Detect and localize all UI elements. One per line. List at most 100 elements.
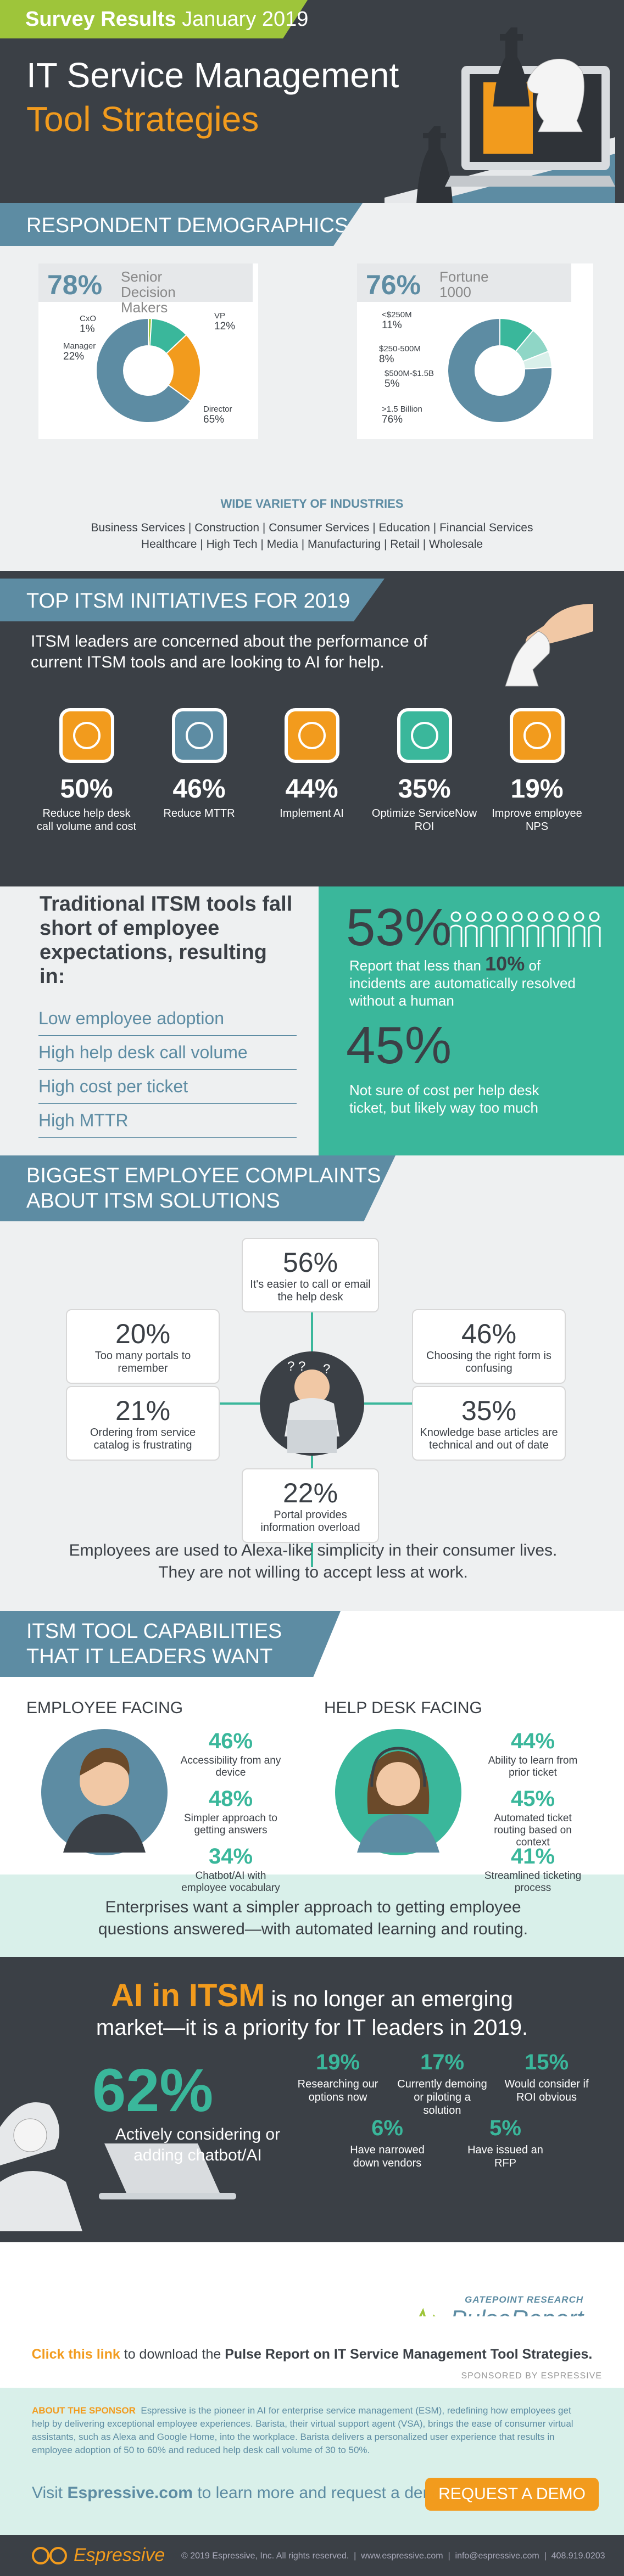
initiative-icon xyxy=(172,708,227,763)
initiative-icon xyxy=(397,708,452,763)
sponsor-text: ABOUT THE SPONSOR Espressive is the pion… xyxy=(32,2405,573,2455)
complaint-card: 21% Ordering from service catalog is frus… xyxy=(66,1386,220,1461)
initiative-label: Improve employee NPS xyxy=(492,807,582,833)
capability-pct: 45% xyxy=(510,1787,555,1811)
helpdesk-facing-title: HELP DESK FACING xyxy=(324,1699,482,1717)
consequence-item: High MTTR xyxy=(38,1104,297,1138)
svg-text:?: ? xyxy=(323,1362,330,1377)
espressive-logo-icon xyxy=(32,2547,67,2564)
initiative-label: Reduce help desk call volume and cost xyxy=(36,807,137,833)
complaint-label: It's easier to call or email the help de… xyxy=(250,1278,371,1303)
capabilities-heading: ITSM TOOL CAPABILITIES THAT IT LEADERS WA… xyxy=(26,1620,282,1668)
capability-label: Ability to learn from prior ticket xyxy=(488,1755,578,1778)
slice-label: $250-500M xyxy=(379,344,421,353)
complaint-card: 56% It's easier to call or email the help… xyxy=(242,1238,379,1312)
complaint-card: 22% Portal provides information overload xyxy=(242,1468,379,1543)
survey-date: January 2019 xyxy=(182,8,309,31)
initiative-icon xyxy=(510,708,565,763)
robot-laptop-illustration xyxy=(0,2102,236,2231)
espressive-site-link[interactable]: Espressive.com xyxy=(67,2484,193,2502)
employee-facing-title: EMPLOYEE FACING xyxy=(26,1699,183,1717)
complaints-footer: Employees are used to Alexa-like simplic… xyxy=(69,1541,558,1581)
capability-pct: 44% xyxy=(510,1729,555,1753)
senior-big-pct: 78% xyxy=(47,270,103,300)
complaint-label: Choosing the right form is confusing xyxy=(426,1350,551,1374)
slice-label: Director xyxy=(203,405,232,414)
slice-value: 1% xyxy=(80,323,95,335)
ai-stat-pct: 19% xyxy=(315,2050,360,2074)
initiatives-section: TOP ITSM INITIATIVES FOR 2019 ITSM leade… xyxy=(0,571,624,886)
download-section: Click this link to download the Pulse Re… xyxy=(0,2316,624,2388)
ai-stat-label: Have issued an RFP xyxy=(467,2144,543,2169)
header-section: Survey Results January 2019 IT Service M… xyxy=(0,0,624,203)
industries-line2: Healthcare | High Tech | Media | Manufac… xyxy=(141,538,483,551)
stat-53-text: Report that less than 10% of incidents a… xyxy=(349,952,576,1009)
industries-heading: WIDE VARIETY OF INDUSTRIES xyxy=(220,497,404,510)
initiatives-intro: ITSM leaders are concerned about the per… xyxy=(31,632,428,671)
page-title: IT Service Management xyxy=(26,55,399,95)
slice-value: 12% xyxy=(214,321,235,332)
initiative-label: Implement AI xyxy=(280,807,344,820)
frustrated-user-illustration: ? ?? xyxy=(260,1351,364,1456)
chess-laptop-illustration xyxy=(385,27,615,203)
sponsor-section: ABOUT THE SPONSOR Espressive is the pion… xyxy=(0,2388,624,2535)
initiative-pct: 35% xyxy=(398,775,451,804)
ai-stat-pct: 17% xyxy=(420,2050,465,2074)
footer: Espressive © 2019 Espressive, Inc. All r… xyxy=(0,2535,624,2576)
demographics-heading: RESPONDENT DEMOGRAPHICS xyxy=(26,214,349,237)
slice-value: 76% xyxy=(382,414,403,425)
ai-stat-label: Have narrowed down vendors xyxy=(350,2144,425,2169)
ai-stat-pct: 5% xyxy=(489,2116,521,2140)
visit-line: Visit Espressive.com to learn more and r… xyxy=(32,2484,450,2502)
download-link[interactable]: Click this link xyxy=(31,2347,120,2362)
slice-value: 65% xyxy=(203,414,224,425)
complaint-label: Too many portals to remember xyxy=(94,1350,191,1374)
complaint-card: 20% Too many portals to remember xyxy=(66,1309,220,1384)
initiative-pct: 46% xyxy=(172,775,226,804)
capabilities-footer: Enterprises want a simpler approach to g… xyxy=(98,1898,528,1938)
donut-slice xyxy=(96,317,192,423)
complaints-section: BIGGEST EMPLOYEE COMPLAINTS ABOUT ITSM SO… xyxy=(0,1155,624,1611)
request-demo-button[interactable]: REQUEST A DEMO xyxy=(425,2478,599,2511)
senior-caption: Senior Decision Makers xyxy=(121,268,176,316)
ai-stat-label: Currently demoing or piloting a solution xyxy=(397,2078,487,2117)
complaint-pct: 20% xyxy=(115,1318,171,1349)
initiative-icon xyxy=(59,708,114,763)
demographics-section: RESPONDENT DEMOGRAPHICS 78% Senior Decis… xyxy=(0,203,624,571)
complaint-pct: 46% xyxy=(461,1318,517,1349)
capability-label: Simpler approach to getting answers xyxy=(183,1812,278,1836)
slice-value: 11% xyxy=(382,319,402,331)
page-subtitle: Tool Strategies xyxy=(26,99,259,139)
ai-title: AI in ITSM is no longer an emerging marke… xyxy=(96,1978,528,2040)
donut-slice xyxy=(447,317,553,423)
stat-45-text: Not sure of cost per help desk ticket, b… xyxy=(349,1082,539,1116)
ai-big-label: Actively considering or adding chatbot/A… xyxy=(115,2125,281,2164)
capability-label: Streamlined ticketing process xyxy=(484,1870,582,1894)
slice-label: Manager xyxy=(63,341,96,351)
initiatives-heading: TOP ITSM INITIATIVES FOR 2019 xyxy=(26,590,350,613)
initiative-pct: 50% xyxy=(60,775,113,804)
slice-label: <$250M xyxy=(382,310,412,319)
complaint-pct: 22% xyxy=(282,1478,338,1508)
complaint-label: Knowledge base articles are technical an… xyxy=(420,1427,558,1451)
capability-pct: 34% xyxy=(208,1844,253,1868)
capability-label: Chatbot/AI with employee vocabulary xyxy=(181,1870,280,1894)
survey-label: Survey Results xyxy=(25,8,176,31)
industries-line1: Business Services | Construction | Consu… xyxy=(91,521,533,534)
initiative-pct: 44% xyxy=(285,775,338,804)
stat-53-pct: 53% xyxy=(346,898,452,957)
initiative-icon xyxy=(285,708,339,763)
consequence-item: High cost per ticket xyxy=(38,1070,297,1104)
capability-label: Automated ticket routing based on contex… xyxy=(494,1812,572,1848)
initiative-label: Reduce MTTR xyxy=(163,807,235,820)
complaint-label: Ordering from service catalog is frustra… xyxy=(90,1427,196,1451)
slice-label: $500M-$1.5B xyxy=(385,369,434,378)
slice-label: >1.5 Billion xyxy=(382,405,422,414)
slice-label: CxO xyxy=(80,314,96,323)
ai-stat-label: Would consider if ROI obvious xyxy=(504,2078,589,2103)
ai-stat-pct: 6% xyxy=(371,2116,403,2140)
hand-chess-illustration xyxy=(505,604,593,687)
slice-label: VP xyxy=(214,311,225,321)
initiative-label: Optimize ServiceNow ROI xyxy=(371,807,477,833)
